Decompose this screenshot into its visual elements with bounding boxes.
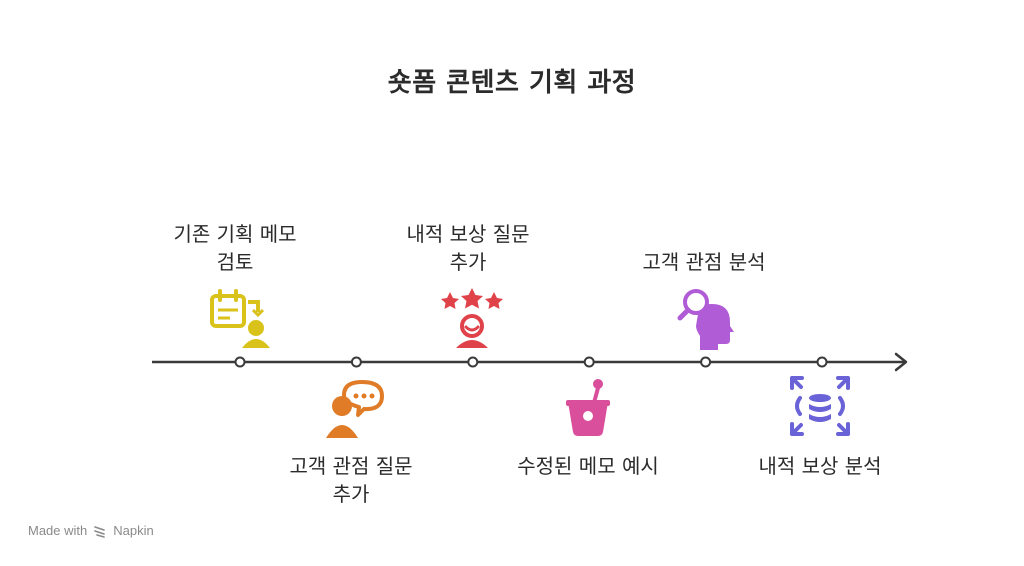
step-2-label: 고객 관점 질문 추가: [289, 454, 413, 506]
timeline-arrowhead: [894, 352, 908, 372]
calendar-person-icon: [210, 289, 270, 348]
timeline-marker-2: [350, 356, 362, 368]
napkin-logo-icon: [94, 525, 106, 538]
diagram-title: 숏폼 콘텐츠 기획 과정: [387, 68, 637, 98]
step-3-label: 내적 보상 질문 추가: [406, 222, 530, 274]
step-6-label: 내적 보상 분석: [758, 454, 882, 478]
napkin-watermark: Made with Napkin: [28, 523, 154, 538]
database-expand-icon: [790, 376, 850, 436]
step-4-label: 수정된 메모 예시: [517, 454, 659, 478]
timeline-marker-4: [583, 356, 595, 368]
stars-person-icon: [441, 288, 503, 348]
drink-cup-icon: [566, 379, 610, 436]
timeline-marker-5: [700, 356, 712, 368]
head-magnifier-icon: [677, 289, 734, 350]
timeline-marker-6: [816, 356, 828, 368]
person-speech-icon: [326, 380, 384, 438]
timeline-marker-1: [234, 356, 246, 368]
step-5-label: 고객 관점 분석: [642, 250, 766, 274]
timeline-marker-3: [467, 356, 479, 368]
step-1-label: 기존 기획 메모 검토: [173, 222, 297, 274]
made-with-text: Made with: [28, 523, 88, 538]
napkin-brand: Napkin: [113, 523, 154, 538]
